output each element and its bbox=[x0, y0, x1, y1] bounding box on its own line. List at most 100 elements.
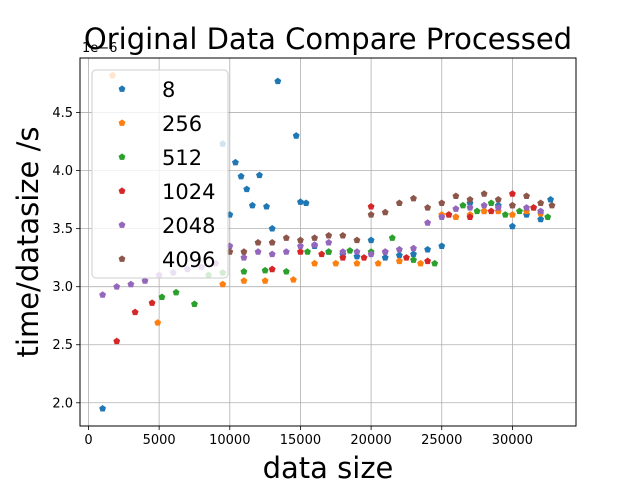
data-point bbox=[148, 299, 156, 306]
y-tick-label: 3.0 bbox=[52, 280, 73, 295]
data-point bbox=[388, 234, 396, 241]
data-point bbox=[395, 251, 403, 259]
data-point bbox=[487, 207, 495, 215]
data-point bbox=[311, 241, 318, 248]
y-offset-label: 1e−6 bbox=[82, 41, 117, 56]
legend: 8 256 512 1024 2048 4096 bbox=[91, 69, 229, 279]
data-point bbox=[311, 234, 318, 241]
data-point bbox=[452, 213, 460, 220]
data-point bbox=[381, 208, 389, 216]
data-point bbox=[480, 207, 488, 215]
data-point bbox=[237, 172, 245, 180]
y-tick-label: 4.5 bbox=[52, 106, 73, 121]
legend-label: 4096 bbox=[162, 248, 215, 272]
data-point bbox=[367, 236, 375, 244]
data-point bbox=[268, 225, 276, 232]
data-point bbox=[445, 211, 453, 218]
x-tick-label: 0 bbox=[84, 433, 92, 448]
legend-marker bbox=[118, 153, 126, 160]
data-point bbox=[240, 254, 248, 261]
data-point bbox=[353, 248, 361, 255]
data-point bbox=[367, 202, 375, 210]
legend-label: 1024 bbox=[162, 180, 215, 204]
data-point bbox=[516, 207, 523, 215]
legend-label: 8 bbox=[162, 78, 175, 102]
data-point bbox=[452, 205, 460, 212]
data-point bbox=[243, 185, 251, 193]
y-tick-label: 2.0 bbox=[52, 396, 73, 411]
y-axis-label: time/datasize /s bbox=[11, 127, 45, 358]
data-point bbox=[219, 280, 227, 288]
legend-label: 256 bbox=[162, 112, 202, 136]
legend-label: 2048 bbox=[162, 214, 215, 238]
data-point bbox=[304, 248, 311, 255]
data-point bbox=[438, 213, 446, 220]
data-point bbox=[353, 236, 361, 244]
data-point bbox=[311, 259, 318, 267]
data-point bbox=[297, 198, 304, 205]
data-point bbox=[424, 257, 432, 265]
data-point bbox=[297, 242, 304, 249]
data-point bbox=[261, 266, 269, 274]
data-point bbox=[282, 268, 290, 275]
data-point bbox=[325, 232, 333, 239]
legend-marker bbox=[118, 85, 126, 92]
data-point bbox=[501, 211, 509, 218]
data-point bbox=[282, 234, 290, 241]
data-point bbox=[452, 192, 460, 200]
data-point bbox=[339, 254, 347, 261]
data-point bbox=[410, 244, 417, 252]
data-point bbox=[523, 192, 530, 200]
plot-frame bbox=[79, 57, 577, 427]
data-point bbox=[438, 242, 446, 249]
data-point bbox=[547, 196, 554, 203]
axis-ticks: 0 5000 10000 15000 20000 25000 30000 2.0 2.5 3.0 3… bbox=[52, 106, 533, 448]
legend-label: 512 bbox=[162, 146, 202, 170]
data-point bbox=[508, 211, 516, 218]
legend-marker bbox=[118, 187, 126, 194]
data-point bbox=[113, 337, 121, 345]
data-point bbox=[523, 204, 530, 211]
data-point bbox=[172, 288, 180, 296]
data-point bbox=[466, 213, 474, 220]
data-point bbox=[240, 268, 248, 275]
data-point bbox=[360, 254, 368, 261]
data-point bbox=[99, 404, 107, 412]
data-point bbox=[127, 280, 135, 288]
data-point bbox=[353, 259, 361, 267]
data-point bbox=[395, 245, 403, 253]
y-tick-label: 4.0 bbox=[52, 164, 73, 179]
data-point bbox=[254, 248, 262, 255]
data-point bbox=[268, 250, 276, 258]
x-tick-label: 20000 bbox=[350, 433, 391, 448]
data-point bbox=[487, 199, 495, 207]
data-point bbox=[367, 211, 375, 218]
data-point bbox=[424, 204, 432, 211]
legend-marker bbox=[118, 221, 126, 228]
data-point bbox=[417, 259, 424, 267]
data-point bbox=[282, 248, 290, 255]
data-point bbox=[254, 238, 262, 246]
data-point bbox=[339, 248, 347, 255]
data-point bbox=[302, 199, 310, 207]
data-point bbox=[367, 250, 375, 258]
y-tick-label: 2.5 bbox=[52, 338, 73, 353]
data-point bbox=[154, 319, 162, 326]
data-point bbox=[395, 199, 403, 207]
data-point bbox=[395, 257, 403, 265]
data-point bbox=[480, 190, 488, 197]
data-point bbox=[537, 207, 545, 215]
data-point bbox=[508, 201, 516, 209]
data-point bbox=[263, 202, 270, 210]
data-point bbox=[548, 201, 556, 209]
data-point bbox=[289, 276, 297, 283]
data-point bbox=[508, 222, 516, 230]
data-point bbox=[466, 204, 474, 211]
data-point bbox=[424, 219, 432, 226]
legend-marker bbox=[118, 255, 126, 262]
data-point bbox=[268, 238, 276, 246]
data-point bbox=[381, 254, 389, 261]
x-tick-label: 15000 bbox=[280, 433, 321, 448]
data-point bbox=[256, 171, 263, 179]
